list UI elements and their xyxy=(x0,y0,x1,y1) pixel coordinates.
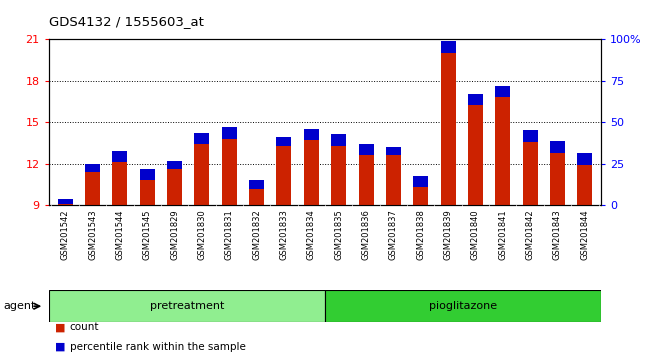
Text: GSM201830: GSM201830 xyxy=(198,210,207,260)
Bar xyxy=(441,53,456,205)
Text: count: count xyxy=(70,322,99,332)
Bar xyxy=(550,153,565,205)
Bar xyxy=(468,94,483,105)
Text: GSM201544: GSM201544 xyxy=(115,210,124,260)
Text: GDS4132 / 1555603_at: GDS4132 / 1555603_at xyxy=(49,15,203,28)
Text: GSM201841: GSM201841 xyxy=(499,210,507,260)
Bar xyxy=(249,189,264,205)
Text: GSM201842: GSM201842 xyxy=(526,210,535,260)
Text: GSM201835: GSM201835 xyxy=(334,210,343,260)
Text: GSM201839: GSM201839 xyxy=(443,210,452,260)
Bar xyxy=(58,199,73,204)
Bar xyxy=(249,181,264,189)
Bar xyxy=(140,169,155,181)
Bar xyxy=(468,105,483,205)
Bar xyxy=(413,176,428,187)
Bar xyxy=(194,144,209,205)
FancyBboxPatch shape xyxy=(325,290,601,322)
Bar xyxy=(222,139,237,205)
Bar xyxy=(495,86,510,97)
Bar xyxy=(112,151,127,162)
Text: GSM201542: GSM201542 xyxy=(60,210,70,260)
Bar xyxy=(386,147,401,155)
Text: pretreatment: pretreatment xyxy=(150,301,224,311)
Bar xyxy=(304,129,319,140)
Bar xyxy=(577,154,592,165)
Bar xyxy=(577,165,592,205)
Text: GSM201834: GSM201834 xyxy=(307,210,316,260)
Text: GSM201838: GSM201838 xyxy=(416,210,425,261)
Bar xyxy=(140,181,155,205)
Bar xyxy=(386,155,401,205)
Bar xyxy=(523,142,538,205)
Text: percentile rank within the sample: percentile rank within the sample xyxy=(70,342,246,352)
Text: GSM201840: GSM201840 xyxy=(471,210,480,260)
Text: pioglitazone: pioglitazone xyxy=(429,301,497,311)
Text: GSM201843: GSM201843 xyxy=(553,210,562,260)
Bar xyxy=(331,134,346,146)
Bar xyxy=(222,127,237,139)
Bar xyxy=(359,155,374,205)
Bar xyxy=(85,172,100,205)
Text: GSM201833: GSM201833 xyxy=(280,210,289,261)
Text: GSM201545: GSM201545 xyxy=(143,210,151,260)
FancyBboxPatch shape xyxy=(49,290,325,322)
Bar xyxy=(276,146,291,205)
Text: GSM201543: GSM201543 xyxy=(88,210,97,260)
Bar xyxy=(441,41,456,53)
Text: GSM201829: GSM201829 xyxy=(170,210,179,260)
Bar xyxy=(523,130,538,142)
Bar xyxy=(550,141,565,153)
Bar xyxy=(331,146,346,205)
Bar xyxy=(167,169,182,205)
Text: GSM201832: GSM201832 xyxy=(252,210,261,260)
Text: GSM201837: GSM201837 xyxy=(389,210,398,261)
Text: GSM201844: GSM201844 xyxy=(580,210,590,260)
Bar xyxy=(413,187,428,205)
Bar xyxy=(85,164,100,172)
Bar xyxy=(304,140,319,205)
Bar xyxy=(112,162,127,205)
Text: agent: agent xyxy=(3,301,36,311)
Text: ■: ■ xyxy=(55,342,66,352)
Bar xyxy=(359,144,374,155)
Bar xyxy=(58,204,73,205)
Bar xyxy=(276,137,291,146)
Bar xyxy=(167,161,182,169)
Text: GSM201831: GSM201831 xyxy=(225,210,234,260)
Text: ■: ■ xyxy=(55,322,66,332)
Bar xyxy=(495,97,510,205)
Bar xyxy=(194,133,209,144)
Text: GSM201836: GSM201836 xyxy=(361,210,370,261)
